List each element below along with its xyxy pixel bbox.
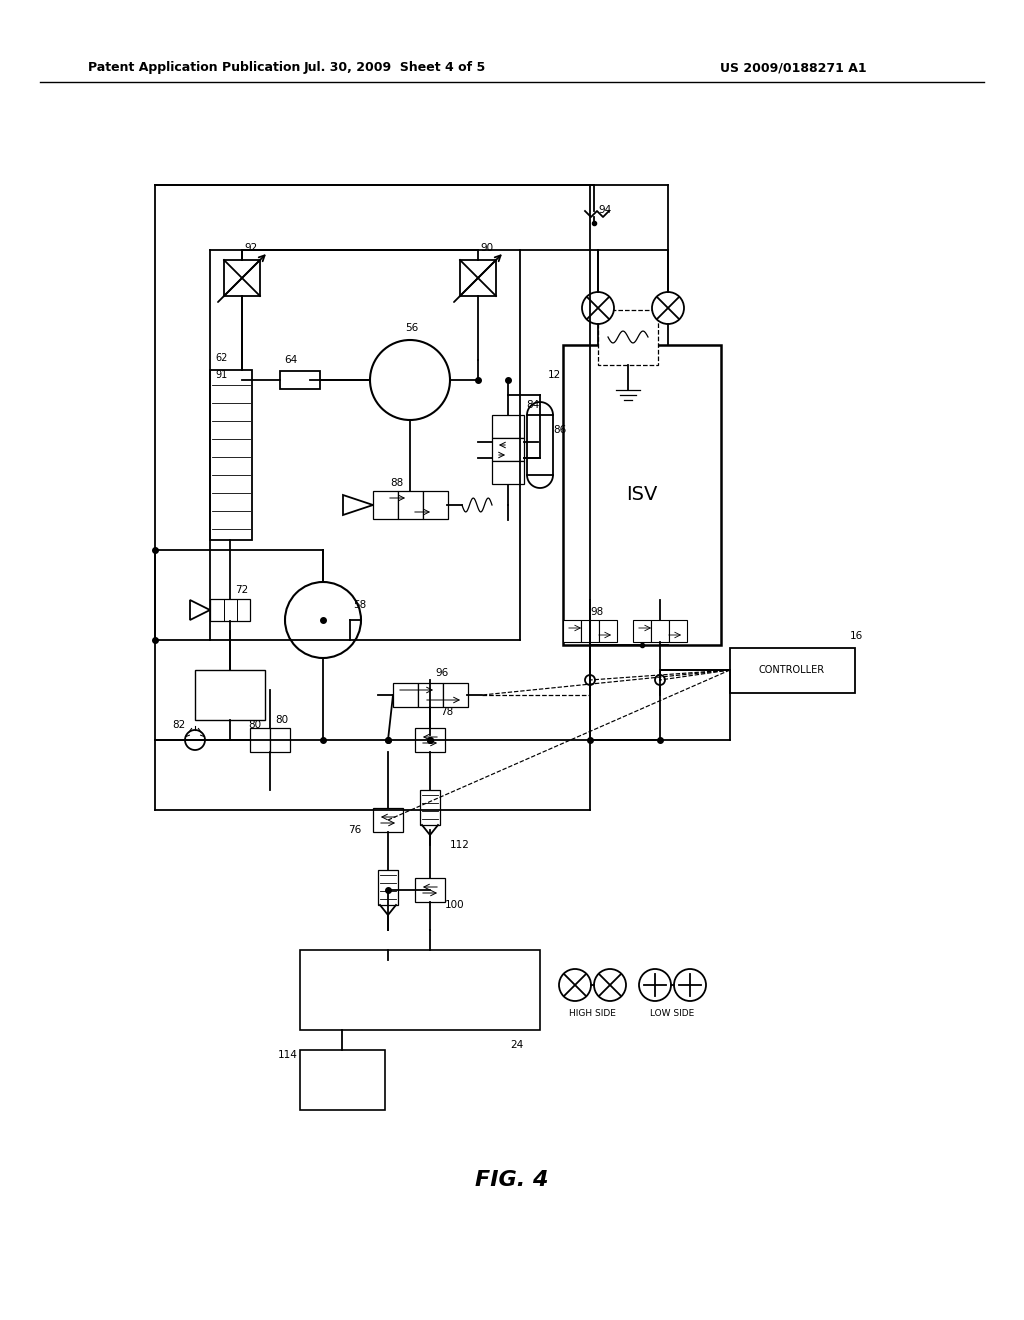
Bar [492,461,524,484]
Bar [250,729,270,752]
Text: US 2009/0188271 A1: US 2009/0188271 A1 [720,62,866,74]
Bar [280,371,319,389]
Bar [460,260,496,296]
Text: 24: 24 [510,1040,523,1049]
Bar [492,438,524,461]
Text: 16: 16 [850,631,863,642]
Bar [669,620,687,642]
Text: 72: 72 [234,585,248,595]
Circle shape [594,969,626,1001]
Bar [563,345,721,645]
Circle shape [582,292,614,323]
Bar [270,729,290,752]
Text: 96: 96 [435,668,449,678]
Bar [423,491,449,519]
Text: 91: 91 [215,370,227,380]
Text: 78: 78 [440,708,454,717]
Bar [415,878,445,902]
Circle shape [559,969,591,1001]
Bar [730,648,855,693]
Text: 88: 88 [390,478,403,488]
Text: 56: 56 [406,323,418,333]
Text: 98: 98 [590,607,603,616]
Text: 80: 80 [248,719,261,730]
Circle shape [674,969,706,1001]
Bar [420,789,440,825]
Text: LOW SIDE: LOW SIDE [650,1008,694,1018]
Bar [398,491,423,519]
Text: 64: 64 [284,355,297,366]
Bar [210,599,250,620]
Text: ISV: ISV [627,486,657,504]
Bar [210,370,252,540]
Bar [598,310,658,366]
Text: CONTROLLER: CONTROLLER [759,665,825,675]
Circle shape [652,292,684,323]
Text: Patent Application Publication: Patent Application Publication [88,62,300,74]
Text: HIGH SIDE: HIGH SIDE [568,1008,615,1018]
Circle shape [185,730,205,750]
Bar [378,870,398,906]
Text: 12: 12 [548,370,561,380]
Bar [599,620,617,642]
Bar [224,260,260,296]
Bar [300,1049,385,1110]
Bar [527,414,553,475]
Bar [415,729,445,752]
Text: 62: 62 [215,352,227,363]
Text: 114: 114 [278,1049,298,1060]
Text: 112: 112 [450,840,470,850]
Bar [651,620,669,642]
Circle shape [370,341,450,420]
Bar [418,682,443,708]
Circle shape [285,582,361,657]
Text: 94: 94 [598,205,611,215]
Bar [492,414,524,438]
Text: 100: 100 [445,900,465,909]
Text: 92: 92 [244,243,257,253]
Bar [581,620,599,642]
Bar [633,620,651,642]
Circle shape [655,675,665,685]
Circle shape [585,675,595,685]
Text: 76: 76 [348,825,361,836]
Text: 80: 80 [275,715,288,725]
Text: 84: 84 [526,400,540,411]
Text: 58: 58 [353,601,367,610]
Bar [443,682,468,708]
Text: FIG. 4: FIG. 4 [475,1170,549,1191]
Text: 82: 82 [172,719,185,730]
Bar [300,950,540,1030]
Bar [373,808,403,832]
Bar [195,671,265,719]
Bar [393,682,418,708]
Text: Jul. 30, 2009  Sheet 4 of 5: Jul. 30, 2009 Sheet 4 of 5 [304,62,486,74]
Text: 90: 90 [480,243,494,253]
Text: 86: 86 [553,425,566,436]
Circle shape [639,969,671,1001]
Bar [563,620,581,642]
Bar [373,491,398,519]
